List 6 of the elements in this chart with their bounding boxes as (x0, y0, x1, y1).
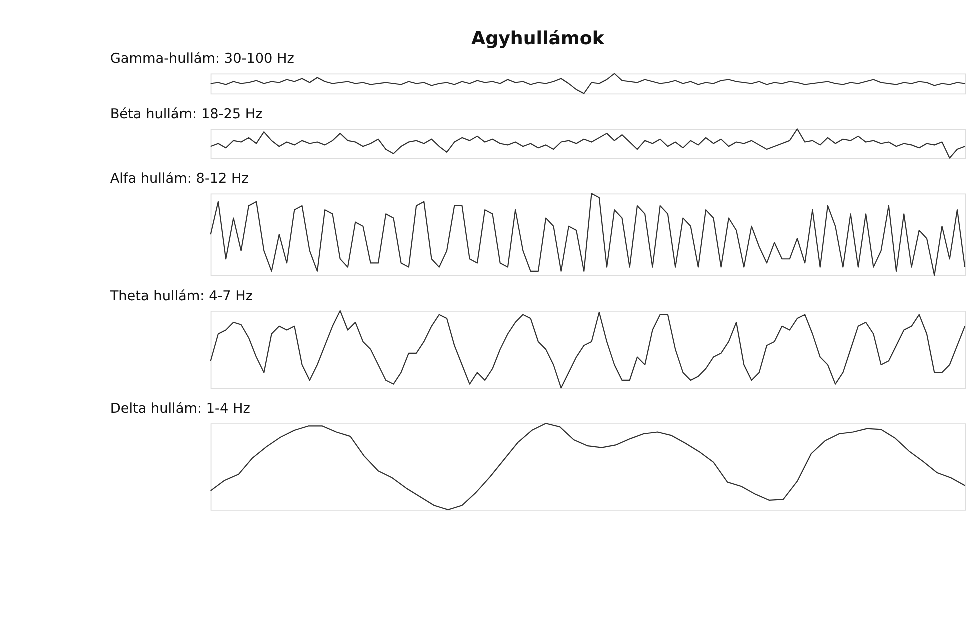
chart-title: Agyhullámok (472, 28, 606, 50)
chart-subtitle: Alfa hullám: 8-12 Hz (110, 171, 249, 188)
chart-subtitle: Theta hullám: 4-7 Hz (109, 288, 254, 304)
chart-subtitle: Béta hullám: 18-25 Hz (110, 106, 263, 123)
chart-subtitle: Gamma-hullám: 30-100 Hz (110, 51, 294, 68)
chart-subtitle: Delta hullám: 1-4 Hz (110, 401, 250, 418)
